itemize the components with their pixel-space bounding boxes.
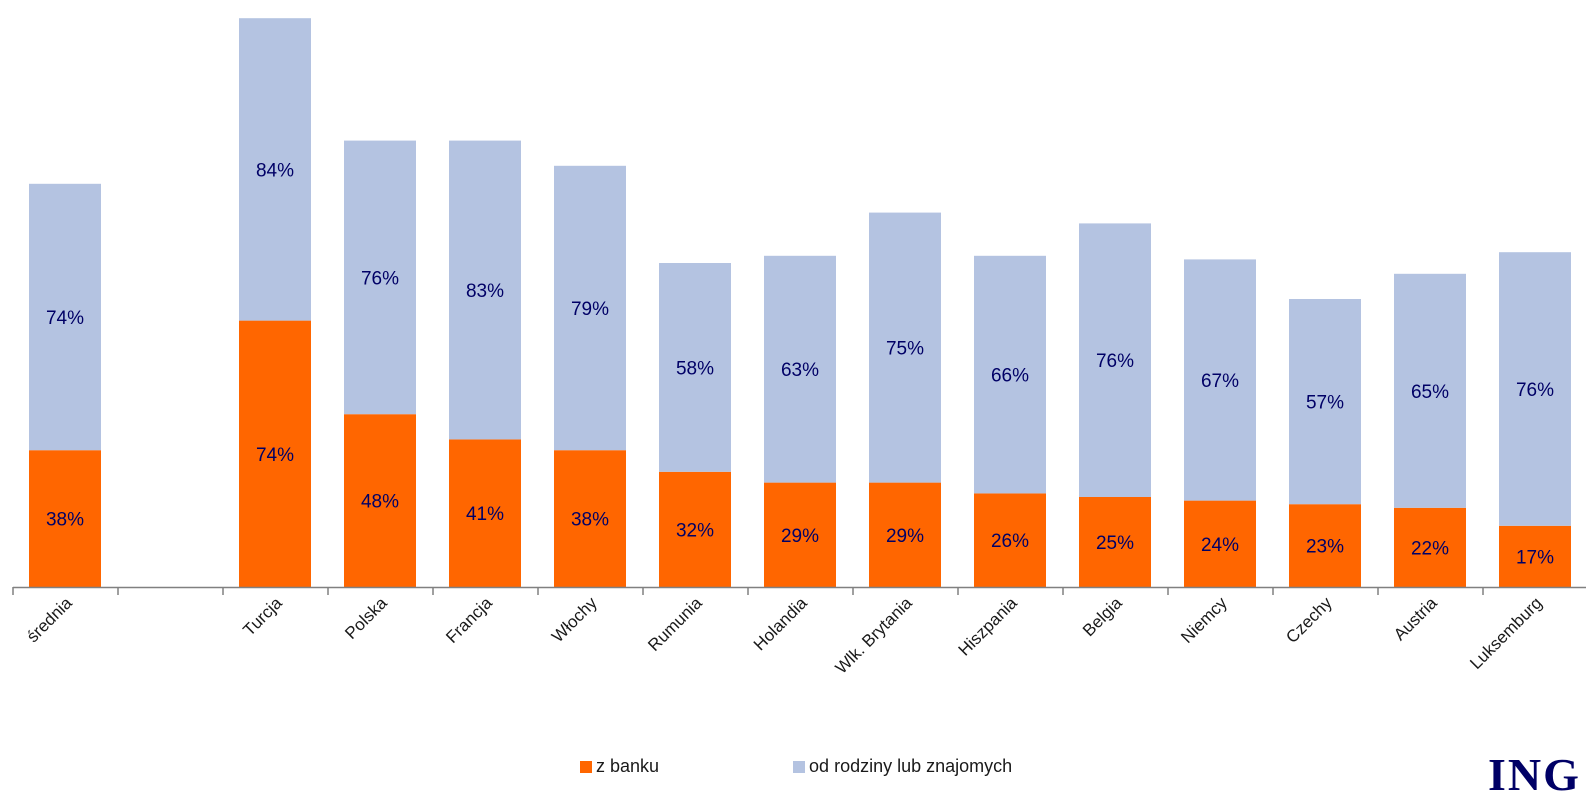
x-tick-label-7: Holandia (750, 593, 811, 654)
x-tick-label-0: średnia (23, 593, 76, 646)
bar-family-0 (29, 183, 101, 451)
legend-label-family: od rodziny lub znajomych (809, 756, 1013, 776)
x-tick-label-5: Włochy (548, 593, 601, 646)
bar-bank-13 (1394, 507, 1466, 587)
bar-bank-11 (1184, 500, 1256, 587)
bar-bank-2 (239, 320, 311, 587)
bar-family-11 (1184, 259, 1256, 501)
label-bank-11: 24% (1201, 535, 1239, 556)
bar-family-5 (554, 165, 626, 451)
bar-family-6 (659, 263, 731, 472)
label-bank-7: 29% (781, 526, 819, 547)
legend-label-bank: z banku (596, 756, 660, 776)
label-bank-4: 41% (466, 504, 504, 525)
label-family-11: 67% (1201, 371, 1239, 392)
bar-family-14 (1499, 252, 1571, 526)
x-tick-label-2: Turcja (239, 593, 286, 640)
label-bank-6: 32% (676, 520, 714, 541)
bar-bank-3 (344, 414, 416, 587)
bar-family-4 (449, 140, 521, 440)
x-tick-label-12: Czechy (1282, 593, 1336, 647)
label-family-13: 65% (1411, 382, 1449, 403)
label-bank-0: 38% (46, 510, 84, 531)
legend-swatch-bank (580, 760, 592, 773)
label-family-5: 79% (571, 299, 609, 320)
bar-bank-5 (554, 450, 626, 587)
label-family-4: 83% (466, 281, 504, 302)
bar-bank-0 (29, 450, 101, 587)
label-family-9: 66% (991, 366, 1029, 387)
bar-family-9 (974, 255, 1046, 494)
label-bank-13: 22% (1411, 538, 1449, 559)
bar-bank-9 (974, 493, 1046, 587)
label-family-0: 74% (46, 308, 84, 329)
x-tick-label-9: Hiszpania (955, 593, 1022, 660)
label-bank-8: 29% (886, 526, 924, 547)
x-tick-label-6: Rumunia (644, 593, 706, 655)
label-bank-10: 25% (1096, 533, 1134, 554)
label-bank-12: 23% (1306, 537, 1344, 558)
x-tick-label-14: Luksemburg (1466, 593, 1546, 673)
legend-swatch-family (793, 760, 806, 773)
legend-item-bank: z banku (580, 756, 659, 777)
label-family-12: 57% (1306, 393, 1344, 414)
bar-bank-14 (1499, 525, 1571, 587)
x-tick-label-11: Niemcy (1177, 593, 1231, 647)
x-tick-label-10: Belgia (1079, 593, 1126, 640)
label-family-7: 63% (781, 360, 819, 381)
bar-family-10 (1079, 223, 1151, 497)
bar-family-13 (1394, 273, 1466, 508)
bar-bank-8 (869, 482, 941, 587)
label-family-14: 76% (1516, 380, 1554, 401)
bar-family-2 (239, 18, 311, 321)
label-bank-3: 48% (361, 492, 399, 513)
bar-bank-10 (1079, 497, 1151, 587)
x-tick-label-13: Austria (1390, 593, 1441, 644)
bar-bank-6 (659, 471, 731, 587)
ing-logo: ING (1488, 749, 1581, 800)
bar-family-8 (869, 212, 941, 483)
bar-family-3 (344, 140, 416, 415)
legend-item-family: od rodziny lub znajomych (793, 756, 1012, 777)
bar-family-7 (764, 255, 836, 483)
label-bank-9: 26% (991, 531, 1029, 552)
label-family-6: 58% (676, 358, 714, 379)
x-tick-label-4: Francja (442, 593, 496, 647)
legend: z banku od rodziny lub znajomych (580, 756, 1012, 777)
bar-bank-4 (449, 439, 521, 587)
x-tick-label-3: Polska (341, 593, 391, 643)
label-family-3: 76% (361, 268, 399, 289)
bar-bank-12 (1289, 504, 1361, 587)
label-bank-5: 38% (571, 510, 609, 531)
label-bank-2: 74% (256, 445, 294, 466)
label-bank-14: 17% (1516, 547, 1554, 568)
label-family-2: 84% (256, 160, 294, 181)
bar-family-12 (1289, 299, 1361, 505)
label-family-8: 75% (886, 339, 924, 360)
label-family-10: 76% (1096, 351, 1134, 372)
x-tick-label-8: Wlk. Brytania (832, 593, 917, 678)
bar-bank-7 (764, 482, 836, 587)
